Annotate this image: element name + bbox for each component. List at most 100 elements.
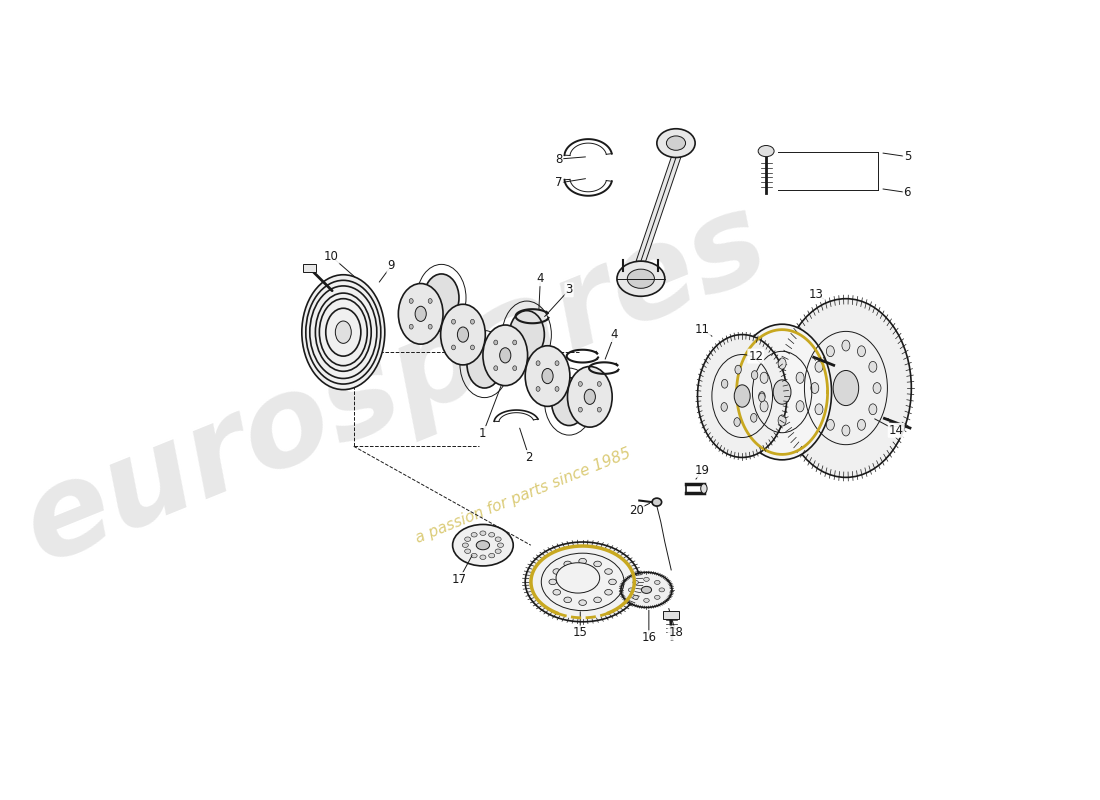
Ellipse shape: [659, 588, 664, 592]
Ellipse shape: [564, 561, 572, 566]
Ellipse shape: [811, 382, 818, 394]
Ellipse shape: [570, 573, 595, 590]
Text: 8: 8: [556, 153, 562, 166]
Ellipse shape: [451, 345, 455, 350]
Ellipse shape: [415, 306, 427, 322]
Text: 9: 9: [387, 259, 395, 273]
Ellipse shape: [553, 590, 561, 595]
Ellipse shape: [644, 578, 649, 582]
Ellipse shape: [667, 136, 685, 150]
Ellipse shape: [815, 404, 823, 414]
Ellipse shape: [697, 334, 786, 458]
Text: 13: 13: [808, 288, 824, 301]
Ellipse shape: [796, 372, 804, 383]
Ellipse shape: [451, 319, 455, 324]
Text: 5: 5: [904, 150, 911, 163]
Ellipse shape: [815, 362, 823, 372]
Ellipse shape: [462, 543, 469, 547]
Text: 3: 3: [565, 283, 573, 297]
Ellipse shape: [734, 418, 740, 426]
Ellipse shape: [654, 595, 660, 599]
Ellipse shape: [494, 340, 498, 345]
Ellipse shape: [594, 597, 602, 602]
Ellipse shape: [564, 597, 572, 602]
Ellipse shape: [605, 569, 613, 574]
Ellipse shape: [594, 561, 602, 566]
Ellipse shape: [468, 340, 502, 388]
Ellipse shape: [579, 407, 582, 412]
Text: 2: 2: [526, 451, 532, 464]
Ellipse shape: [409, 324, 414, 329]
Ellipse shape: [733, 324, 832, 460]
Text: a passion for parts since 1985: a passion for parts since 1985: [412, 446, 632, 546]
Ellipse shape: [597, 407, 602, 412]
Ellipse shape: [495, 549, 502, 554]
Text: 19: 19: [695, 464, 710, 477]
Ellipse shape: [778, 415, 786, 426]
Ellipse shape: [513, 366, 517, 370]
Ellipse shape: [536, 361, 540, 366]
Ellipse shape: [773, 380, 791, 404]
FancyBboxPatch shape: [304, 264, 316, 271]
Ellipse shape: [471, 554, 477, 558]
Ellipse shape: [641, 586, 651, 594]
Text: 10: 10: [323, 250, 339, 263]
Ellipse shape: [488, 554, 495, 558]
Ellipse shape: [509, 310, 544, 358]
Ellipse shape: [608, 579, 616, 585]
Ellipse shape: [525, 542, 640, 622]
Ellipse shape: [471, 533, 477, 537]
Ellipse shape: [759, 393, 766, 402]
Ellipse shape: [464, 537, 471, 542]
Ellipse shape: [842, 340, 850, 351]
Ellipse shape: [869, 362, 877, 372]
Text: eurospares: eurospares: [7, 180, 784, 588]
Text: 18: 18: [669, 626, 683, 639]
Ellipse shape: [551, 378, 586, 426]
Text: 7: 7: [556, 177, 562, 190]
Ellipse shape: [617, 261, 664, 296]
Ellipse shape: [720, 402, 727, 411]
Ellipse shape: [759, 392, 766, 400]
Ellipse shape: [549, 579, 557, 585]
Ellipse shape: [701, 484, 707, 494]
Ellipse shape: [497, 543, 504, 547]
Ellipse shape: [657, 129, 695, 158]
Ellipse shape: [632, 581, 638, 585]
Ellipse shape: [424, 274, 459, 322]
Ellipse shape: [796, 401, 804, 412]
Ellipse shape: [579, 558, 586, 564]
Ellipse shape: [428, 324, 432, 329]
Ellipse shape: [620, 572, 672, 607]
Ellipse shape: [499, 348, 510, 363]
Ellipse shape: [751, 370, 758, 379]
Ellipse shape: [873, 382, 881, 394]
Ellipse shape: [750, 414, 757, 422]
Ellipse shape: [584, 390, 595, 404]
Ellipse shape: [760, 401, 768, 412]
Ellipse shape: [781, 298, 911, 478]
Text: 20: 20: [629, 503, 644, 517]
Text: 15: 15: [573, 626, 587, 639]
Ellipse shape: [556, 386, 559, 391]
Ellipse shape: [579, 382, 582, 386]
Text: 14: 14: [889, 424, 904, 437]
Ellipse shape: [842, 425, 850, 436]
Ellipse shape: [735, 366, 741, 374]
FancyBboxPatch shape: [663, 611, 679, 618]
Ellipse shape: [652, 498, 661, 506]
Polygon shape: [636, 158, 681, 261]
Ellipse shape: [488, 533, 495, 537]
Ellipse shape: [778, 358, 786, 369]
Ellipse shape: [495, 537, 502, 542]
Ellipse shape: [826, 419, 834, 430]
Ellipse shape: [536, 386, 540, 391]
Text: 12: 12: [748, 350, 763, 362]
Ellipse shape: [471, 319, 474, 324]
Ellipse shape: [483, 325, 528, 386]
Ellipse shape: [542, 369, 553, 384]
Ellipse shape: [480, 531, 486, 535]
Text: 16: 16: [641, 631, 657, 644]
Ellipse shape: [833, 370, 859, 406]
Ellipse shape: [605, 590, 613, 595]
